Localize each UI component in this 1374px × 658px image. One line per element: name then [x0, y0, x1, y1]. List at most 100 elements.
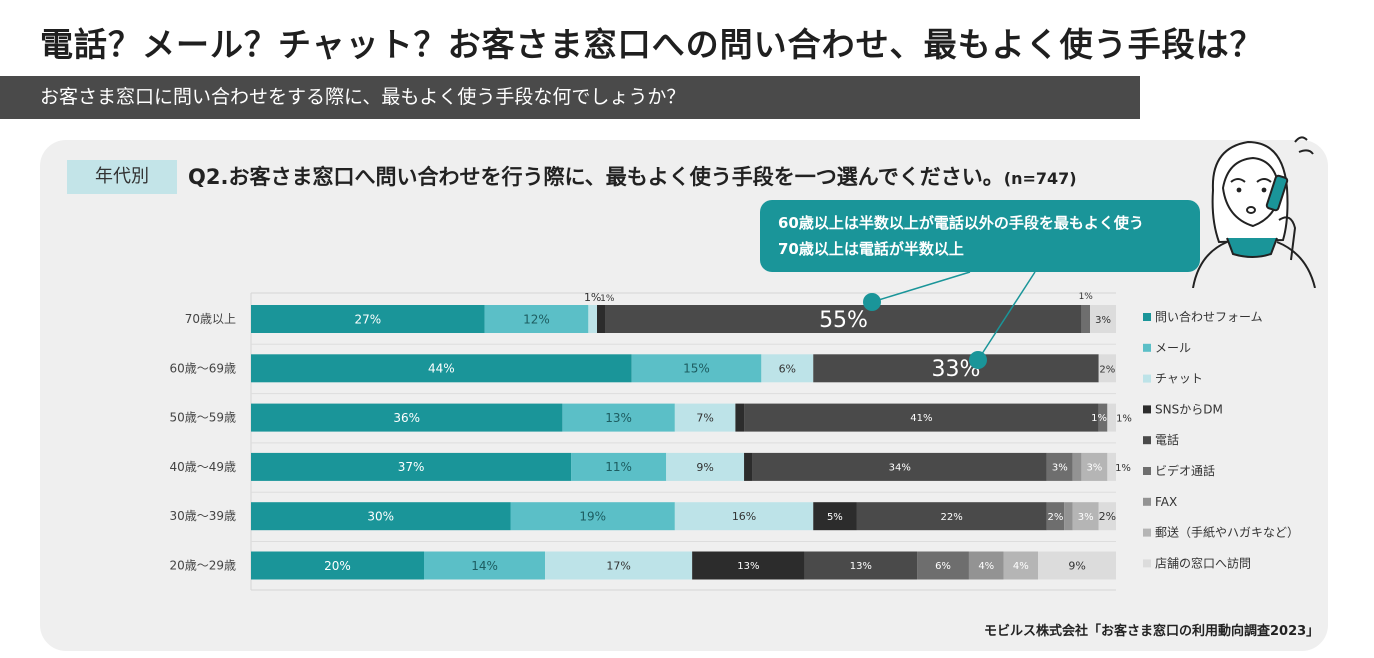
legend-swatch [1143, 374, 1151, 383]
data-label: 4% [1013, 561, 1029, 572]
callout-line-2: 70歳以上は電話が半数以上 [778, 240, 964, 258]
bar-segment [666, 452, 745, 481]
bar-segment [813, 354, 1099, 383]
data-label: 37% [398, 460, 425, 474]
bar-segment [1081, 452, 1108, 481]
data-label: 1% [584, 291, 601, 304]
data-label: 4% [978, 561, 994, 572]
bar-segment [251, 452, 572, 481]
age-group-tag: 年代別 [67, 160, 177, 194]
legend-swatch [1143, 343, 1151, 352]
data-label: 44% [428, 362, 455, 376]
data-label: 5% [827, 512, 843, 523]
legend-label: メール [1155, 341, 1191, 355]
bar-segment [251, 551, 424, 580]
bar-segment [1098, 502, 1116, 531]
bar-segment [735, 403, 745, 432]
legend-swatch [1143, 497, 1151, 506]
callout-line-1: 60歳以上は半数以上が電話以外の手段を最もよく使う [778, 214, 1144, 232]
data-label: 6% [935, 561, 951, 572]
bar-segment [251, 502, 511, 531]
data-label: 1% [1115, 463, 1131, 474]
bar-segment [588, 305, 597, 333]
bar-segment [251, 403, 563, 432]
bar-segment [761, 354, 814, 383]
data-label: 3% [1052, 463, 1068, 474]
bar-segment [571, 452, 667, 481]
bar-segment [1038, 551, 1116, 580]
bar-segment [605, 305, 1082, 333]
bar-segment [1072, 502, 1099, 531]
bar-segment [1107, 403, 1116, 432]
category-label: 70歳以上 [185, 312, 236, 326]
data-label: 2% [1099, 364, 1115, 375]
bar-segment [674, 403, 736, 432]
source-note: モビルス株式会社「お客さま窓口の利用動向調査2023」 [984, 624, 1320, 639]
bar-segment [856, 502, 1047, 531]
bar-segment [1098, 403, 1108, 432]
legend-label: チャット [1155, 372, 1203, 386]
legend-label: 店舗の窓口へ訪問 [1155, 555, 1251, 570]
data-label: 3% [1078, 512, 1094, 523]
bar-segment [1072, 452, 1082, 481]
sample-size: (n=747) [1003, 169, 1077, 188]
data-label: 27% [354, 312, 381, 326]
bar-segment [917, 551, 969, 580]
bar-segment [968, 551, 1004, 580]
data-label: 9% [1068, 559, 1085, 572]
bar-segment [752, 452, 1047, 481]
data-label: 3% [1095, 315, 1111, 326]
bar-segment [1064, 502, 1073, 531]
data-label: 41% [910, 413, 932, 424]
bar-segment [251, 305, 485, 333]
category-label: 20歳～29歳 [169, 559, 236, 573]
legend-swatch [1143, 313, 1151, 321]
data-label: 20% [324, 559, 351, 573]
data-label: 2% [1048, 512, 1064, 523]
bar-segment [597, 305, 606, 333]
data-label: 36% [393, 411, 420, 425]
bar-segment [744, 452, 753, 481]
bar-segment [674, 502, 814, 531]
legend-swatch [1143, 467, 1151, 475]
data-label: 3% [1086, 463, 1102, 474]
bar-segment [813, 502, 857, 531]
legend-label: SNSからDM [1155, 402, 1223, 416]
bar-segment [1107, 452, 1116, 481]
bar-segment [631, 354, 762, 383]
legend-swatch [1143, 559, 1151, 568]
data-label: 12% [523, 312, 550, 326]
legend-swatch [1143, 528, 1151, 537]
bar-segment [804, 551, 918, 580]
category-label: 30歳～39歳 [169, 509, 236, 523]
page-subtitle: お客さま窓口に問い合わせをする際に、最もよく使う手段な何でしょうか？ [0, 76, 1140, 119]
category-label: 50歳～59歳 [169, 411, 236, 425]
category-label: 60歳～69歳 [169, 361, 236, 375]
bar-segment [1090, 305, 1116, 333]
bar-segment [510, 502, 675, 531]
bar-segment [424, 551, 546, 580]
data-label: 1% [1116, 414, 1132, 425]
callout-pointer-line [977, 271, 1036, 361]
person-on-phone-illustration [1192, 136, 1316, 288]
data-label: 30% [367, 510, 394, 524]
callout-pointer-line [871, 271, 971, 303]
data-label: 7% [696, 412, 713, 425]
question-label: Q2.お客さま窓口へ問い合わせを行う際に、最もよく使う手段を一つ選んでください。 [188, 165, 1004, 189]
data-label: 1% [1079, 292, 1094, 302]
bar-segment [545, 551, 693, 580]
legend-label: 郵送（手紙やハガキなど） [1155, 525, 1299, 540]
data-label: 19% [579, 510, 606, 524]
callout-pointer-dot [863, 293, 881, 311]
legend-label: ビデオ通話 [1155, 463, 1215, 478]
bar-segment [251, 354, 632, 383]
data-label: 17% [606, 559, 630, 572]
bar-segment [744, 403, 1099, 432]
bar-segment [1003, 551, 1039, 580]
data-label: 14% [471, 559, 498, 573]
data-label: 1% [1091, 413, 1107, 424]
bar-segment [692, 551, 805, 580]
bar-segment [1098, 354, 1116, 383]
bar-segment [484, 305, 589, 333]
